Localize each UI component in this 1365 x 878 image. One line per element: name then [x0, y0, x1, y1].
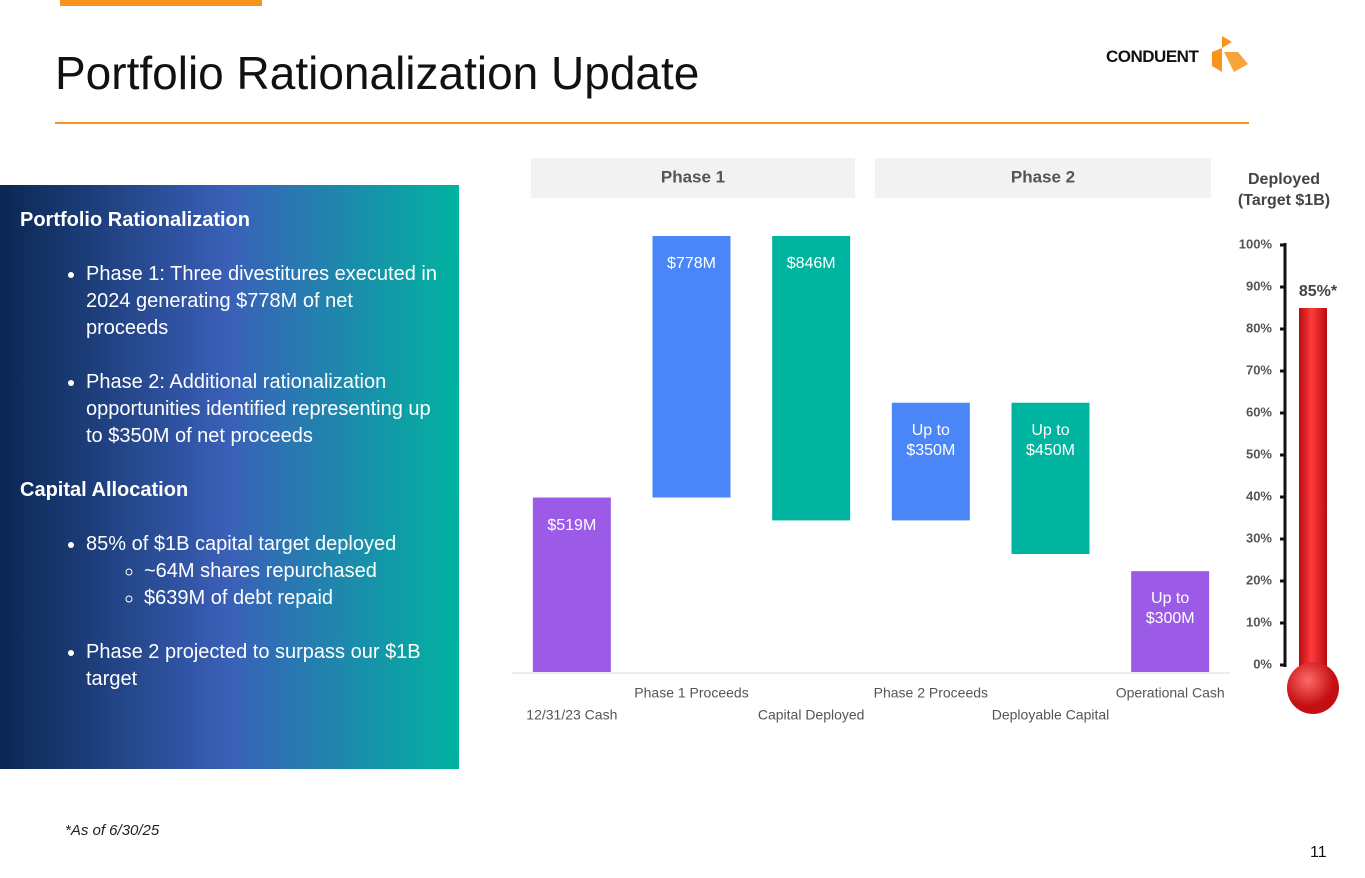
bullet-text: Phase 2: Additional rationalization oppo…: [86, 371, 431, 447]
y-tick-label: 50%: [1246, 446, 1272, 461]
page-number: 11: [1310, 844, 1327, 861]
bar: [891, 402, 970, 521]
y-tick-label: 90%: [1246, 278, 1272, 293]
x-tick-label: 12/31/23 Cash: [526, 707, 617, 723]
bar: [652, 236, 731, 498]
group-label: Phase 2: [1011, 167, 1075, 186]
slide-title: Portfolio Rationalization Update: [55, 47, 700, 99]
bar: [1131, 571, 1210, 672]
sub-item: ~64M shares repurchased: [144, 558, 439, 585]
y-tick-label: 70%: [1246, 362, 1272, 377]
text-panel: Portfolio Rationalization Phase 1: Three …: [0, 185, 459, 769]
footnote: *As of 6/30/25: [65, 822, 160, 839]
y-tick-label: 0%: [1253, 656, 1272, 671]
data-label: $846M: [786, 255, 836, 272]
x-tick-label: Phase 2 Proceeds: [874, 685, 988, 701]
bar: [1011, 402, 1090, 555]
x-tick-label: Capital Deployed: [758, 707, 865, 723]
bullet-item: Phase 2: Additional rationalization oppo…: [86, 369, 439, 450]
y-tick-label: 10%: [1246, 614, 1272, 629]
bullet-text: Phase 2 projected to surpass our $1B tar…: [86, 641, 421, 690]
data-label: Up to $450M: [1026, 421, 1075, 459]
bullet-text: 85% of $1B capital target deployed: [86, 533, 397, 555]
section-heading: Portfolio Rationalization: [20, 209, 250, 231]
bullet-item: Phase 2 projected to surpass our $1B tar…: [86, 639, 439, 693]
gauge-label: 85%*: [1299, 283, 1338, 300]
bullet-text: Phase 1: Three divestitures executed in …: [86, 263, 437, 339]
sub-item: $639M of debt repaid: [144, 585, 439, 612]
gauge-bulb: [1287, 662, 1339, 714]
bullet-item: Phase 1: Three divestitures executed in …: [86, 261, 439, 342]
logo-mark: [1212, 36, 1248, 72]
group-header-bg: [531, 158, 855, 198]
section-heading: Capital Allocation: [20, 479, 189, 501]
y-tick-label: 60%: [1246, 404, 1272, 419]
gauge-title: Deployed (Target $1B): [1237, 171, 1331, 209]
data-label: $778M: [667, 255, 716, 272]
x-tick-label: Deployable Capital: [992, 707, 1110, 723]
bar: [772, 236, 851, 521]
accent-bar: [60, 0, 262, 6]
x-tick-label: Phase 1 Proceeds: [634, 685, 748, 701]
bullet-item: 85% of $1B capital target deployed ~64M s…: [86, 531, 439, 612]
y-tick-label: 20%: [1246, 572, 1272, 587]
bullet-list: Phase 1: Three divestitures executed in …: [20, 261, 439, 450]
y-tick-label: 80%: [1246, 320, 1272, 335]
y-tick-label: 100%: [1239, 236, 1273, 251]
y-tick-label: 40%: [1246, 488, 1272, 503]
x-tick-label: Operational Cash: [1116, 685, 1225, 701]
bar: [532, 497, 611, 672]
logo-text: CONDUENT: [1106, 47, 1199, 66]
data-label: $519M: [547, 516, 597, 534]
group-header-bg: [875, 158, 1211, 198]
y-tick-label: 30%: [1246, 530, 1272, 545]
data-label: Up to $300M: [1145, 590, 1195, 628]
group-label: Phase 1: [661, 167, 725, 186]
title-rule: [55, 122, 1249, 124]
data-label: Up to $350M: [906, 421, 956, 459]
sub-list: ~64M shares repurchased$639M of debt rep…: [86, 558, 439, 612]
gauge-fill: [1299, 308, 1327, 680]
bullet-list: 85% of $1B capital target deployed ~64M s…: [20, 531, 439, 693]
